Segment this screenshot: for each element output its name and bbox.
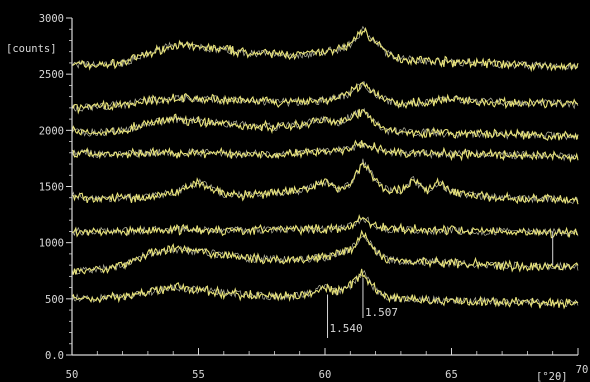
- y-tick-label: 1500: [39, 182, 64, 194]
- y-tick-label: 3000: [39, 13, 64, 25]
- y-tick-label: 2000: [39, 125, 64, 137]
- x-tick-label: 50: [66, 369, 79, 381]
- series-line-2: [71, 81, 579, 115]
- x-axis-label: [°2θ]: [536, 371, 568, 382]
- series-line-1: [71, 26, 579, 73]
- series-line-8: [71, 268, 579, 310]
- y-tick-label: 2500: [39, 69, 64, 81]
- y-tick-label: 0.0: [45, 350, 64, 362]
- x-tick-label: 60: [319, 369, 332, 381]
- series-line-6: [71, 213, 579, 239]
- series-group: [71, 25, 579, 310]
- series-noise-8: [71, 269, 579, 309]
- peak-marker-label: 1.540: [330, 322, 363, 335]
- y-axis-label: [counts]: [6, 43, 57, 55]
- tick-group: 0.0 500 1000 1500 2000 2500 3000 50 55 60 65 70: [39, 13, 589, 381]
- series-line-4: [71, 139, 579, 163]
- x-tick-label: 55: [192, 369, 205, 381]
- y-tick-label: 1000: [39, 238, 64, 250]
- series-line-7: [71, 229, 579, 275]
- series-line-5: [71, 162, 579, 205]
- x-tick-label: 65: [445, 369, 458, 381]
- peak-marker-label: 1.507: [365, 306, 398, 319]
- x-tick-label: 70: [576, 364, 589, 376]
- series-line-3: [71, 108, 579, 142]
- y-tick-label: 500: [45, 294, 64, 306]
